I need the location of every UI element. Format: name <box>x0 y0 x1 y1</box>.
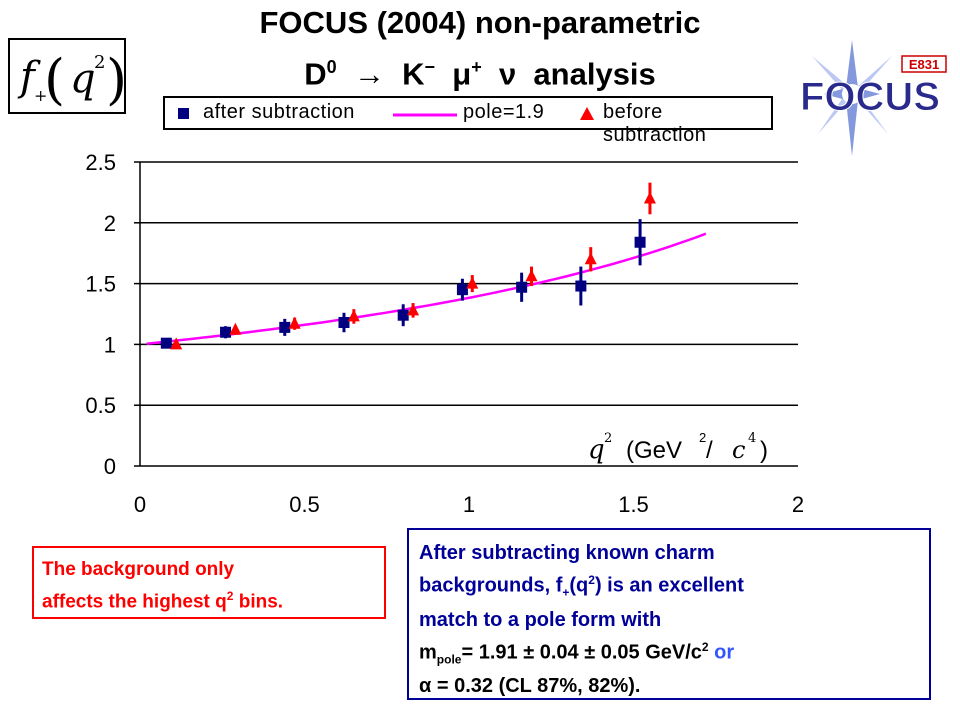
before-point <box>229 322 242 335</box>
y-axis-label-box: f + ( q 2 ) <box>8 38 128 114</box>
y-tick-label: 2.5 <box>85 150 116 175</box>
y-tick-label: 0 <box>104 454 116 479</box>
ylabel-paren-close: ) <box>106 48 128 111</box>
xlabel-unit-sup: 2 <box>699 430 706 445</box>
slide-title-line1: FOCUS (2004) non-parametric <box>259 5 701 40</box>
focus-logo: E831 FOCUS <box>800 40 947 156</box>
logo-word-text: FOCUS <box>800 75 940 119</box>
y-tick-label: 0.5 <box>85 393 116 418</box>
after-point <box>575 280 587 292</box>
before-point <box>347 309 360 322</box>
xlabel-q: q <box>588 435 605 465</box>
legend-triangle-marker-icon <box>580 107 594 120</box>
before-point <box>407 303 420 316</box>
before-point <box>288 316 301 329</box>
before-point <box>170 337 183 350</box>
legend-before-label: before subtraction <box>603 101 707 146</box>
background-note-box: The background only affects the highest … <box>32 546 386 619</box>
after-point <box>279 321 291 333</box>
blue-note-line4: mpole= 1.91 ± 0.04 ± 0.05 GeV/c2 or <box>419 639 735 667</box>
title-arrow: → <box>353 56 385 92</box>
xlabel-q-sup: 2 <box>604 431 612 446</box>
legend-square-marker-icon <box>178 108 189 119</box>
ylabel-f: f <box>20 54 35 100</box>
e831-tag <box>901 55 947 73</box>
after-point <box>456 284 468 296</box>
after-point <box>160 337 172 349</box>
x-tick-label: 0.5 <box>289 492 320 517</box>
x-tick-label: 2 <box>792 492 804 517</box>
red-note-line1: The background only <box>42 559 235 580</box>
before-point <box>525 269 538 282</box>
blue-note-line2: backgrounds, f+(q2) is an excellent <box>419 573 744 600</box>
xlabel-c: c <box>732 436 745 464</box>
logo-tag-text: E831 <box>909 57 939 72</box>
title-k: K <box>402 56 425 92</box>
ylabel-q-sup: 2 <box>94 52 106 73</box>
ylabel-q: q <box>70 56 96 102</box>
legend-pole-line-icon <box>393 113 457 117</box>
title-d: D <box>304 56 327 92</box>
before-point <box>643 191 656 204</box>
chart-legend: after subtraction pole=1.9 before subtra… <box>163 96 773 146</box>
legend-after-label: after subtraction <box>203 101 355 123</box>
ylabel-paren-open: ( <box>44 48 66 111</box>
star-burst-icon <box>812 40 892 156</box>
title-mu-sup: + <box>471 57 482 77</box>
title-rest: analysis <box>533 56 656 92</box>
before-point <box>584 252 597 265</box>
red-note-line2: affects the highest q2 bins. <box>42 589 284 613</box>
after-point <box>516 281 528 293</box>
legend-pole-label: pole=1.9 <box>463 101 545 123</box>
blue-note-line3: match to a pole form with <box>419 608 662 631</box>
result-note-box: After subtracting known charm background… <box>407 528 931 700</box>
title-d-sup: 0 <box>326 57 337 77</box>
after-point <box>220 326 232 338</box>
x-tick-label: 0 <box>134 492 146 517</box>
y-tick-label: 2 <box>104 211 116 236</box>
slide-title-line2: D0 → K− μ+ ν analysis <box>190 48 770 93</box>
title-nu: ν <box>498 56 517 92</box>
xlabel-c-sup: 4 <box>748 431 756 446</box>
xlabel-unit-open: (GeV <box>626 437 682 464</box>
blue-note-line5: α = 0.32 (CL 87%, 82%). <box>419 675 641 698</box>
ylabel-f-sub: + <box>34 86 48 105</box>
x-tick-label: 1 <box>463 492 475 517</box>
title-k-sup: − <box>424 57 435 77</box>
xlabel-slash: / <box>706 437 713 464</box>
after-point <box>338 317 350 329</box>
y-tick-label: 1 <box>104 332 116 357</box>
before-point <box>466 276 479 289</box>
x-tick-label: 1.5 <box>618 492 649 517</box>
title-mu: μ <box>452 56 472 92</box>
after-point <box>397 309 409 321</box>
after-point <box>634 236 646 248</box>
y-tick-label: 1.5 <box>85 272 116 297</box>
xlabel-close: ) <box>760 437 768 464</box>
blue-note-line1: After subtracting known charm <box>419 542 715 564</box>
